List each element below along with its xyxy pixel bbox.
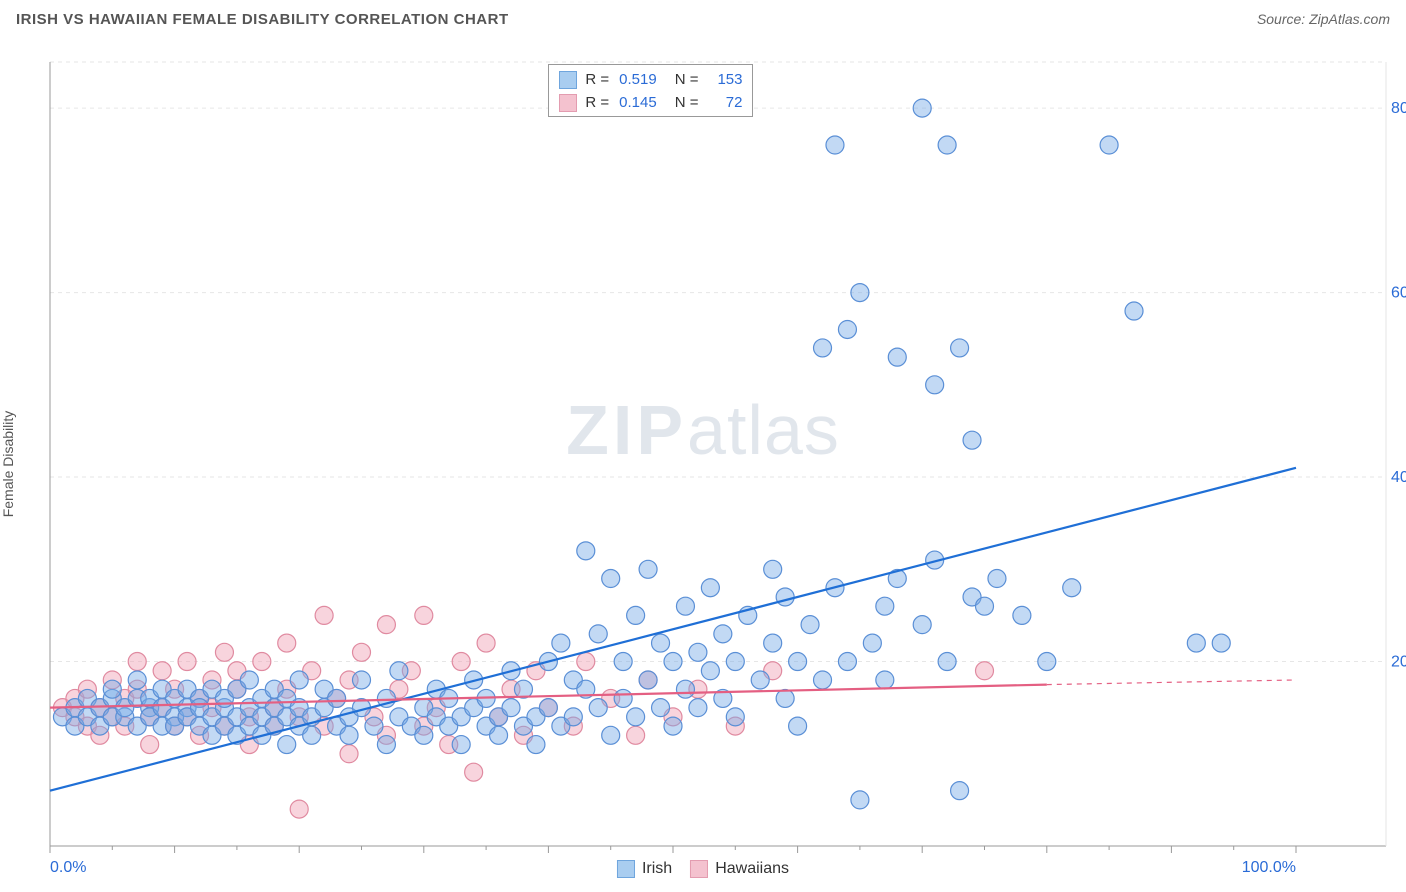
bottom-legend: Irish Hawaiians [617, 860, 789, 878]
legend-item-hawaiians: Hawaiians [690, 860, 789, 878]
stats-swatch [559, 71, 577, 89]
stats-n-value: 72 [708, 92, 742, 115]
scatter-svg: 0.0% 100.0% 20.0% 40.0% 60.0% 80.0% [0, 36, 1406, 892]
x-tick-label: 100.0% [1242, 859, 1296, 876]
chart-area: Female Disability ZIPatlas 0.0%100.0%20.… [0, 36, 1406, 892]
stats-n-value: 153 [708, 69, 742, 92]
y-axis-label: Female Disability [0, 411, 16, 518]
stats-legend-box: R = 0.519 N = 153 R = 0.145 N = 72 [548, 64, 753, 117]
y-tick-label: 80.0% [1391, 100, 1406, 117]
y-tick-label: 60.0% [1391, 285, 1406, 302]
stats-r-value: 0.519 [619, 69, 657, 92]
stats-swatch [559, 94, 577, 112]
chart-header: IRISH VS HAWAIIAN FEMALE DISABILITY CORR… [0, 0, 1406, 36]
stats-n-label: N = [675, 92, 699, 115]
stats-n-label: N = [675, 69, 699, 92]
stats-row-irish: R = 0.519 N = 153 [559, 69, 742, 92]
legend-label: Irish [642, 860, 672, 878]
stats-row-hawaiians: R = 0.145 N = 72 [559, 92, 742, 115]
stats-r-value: 0.145 [619, 92, 657, 115]
y-tick-label: 20.0% [1391, 654, 1406, 671]
x-tick-label: 0.0% [50, 859, 86, 876]
chart-title: IRISH VS HAWAIIAN FEMALE DISABILITY CORR… [16, 11, 509, 28]
legend-swatch [617, 860, 635, 878]
stats-r-label: R = [585, 69, 609, 92]
y-tick-label: 40.0% [1391, 469, 1406, 486]
legend-item-irish: Irish [617, 860, 672, 878]
chart-source: Source: ZipAtlas.com [1257, 11, 1390, 27]
stats-r-label: R = [585, 92, 609, 115]
legend-swatch [690, 860, 708, 878]
legend-label: Hawaiians [715, 860, 789, 878]
